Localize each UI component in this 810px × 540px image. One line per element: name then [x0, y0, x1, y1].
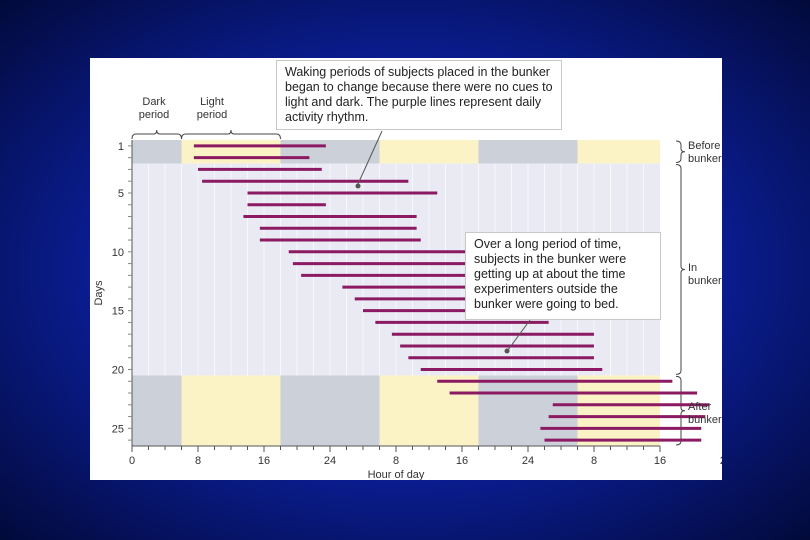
y-tick-label: 20 — [112, 365, 124, 377]
x-axis-title: Hour of day — [368, 469, 425, 480]
phase-label-in: In bunker — [688, 262, 722, 287]
light-period-brace — [181, 129, 281, 140]
x-tick-label: 24 — [720, 455, 722, 467]
light-period-before — [181, 140, 281, 164]
x-tick-label: 24 — [324, 455, 336, 467]
x-tick-label: 16 — [456, 455, 468, 467]
dark-period-brace — [131, 129, 182, 140]
annotation-top: Waking periods of subjects placed in the… — [276, 60, 562, 130]
dark-period-after — [280, 375, 380, 446]
light-period-header: Light period — [196, 96, 228, 121]
phase-label-before: Before bunker — [688, 140, 722, 165]
y-tick-label: 5 — [118, 188, 124, 200]
dark-period-after — [478, 375, 578, 446]
callout-mid-pointer — [507, 319, 531, 351]
light-period-after — [181, 375, 281, 446]
y-axis-title: Days — [93, 280, 105, 306]
annotation-mid: Over a long period of time, subjects in … — [465, 232, 661, 320]
dark-period-before — [132, 140, 182, 164]
dark-period-after — [132, 375, 182, 446]
callout-top-pointer — [357, 130, 383, 185]
light-period-before — [379, 140, 479, 164]
x-tick-label: 8 — [591, 455, 597, 467]
phase-brace-before — [675, 140, 686, 164]
dark-period-header: Dark period — [138, 96, 170, 121]
y-tick-label: 1 — [118, 141, 124, 153]
phase-label-after: After bunker — [688, 401, 722, 426]
y-tick-label: 10 — [112, 247, 124, 259]
dark-period-before — [478, 140, 578, 164]
x-tick-label: 8 — [393, 455, 399, 467]
callout-top-pointer-dot — [355, 183, 361, 189]
figure-slide: 081624816248162481510152025Hour of dayDa… — [90, 58, 722, 480]
x-tick-label: 24 — [522, 455, 534, 467]
phase-brace-in — [675, 164, 686, 375]
y-tick-label: 15 — [112, 306, 124, 318]
light-period-after — [379, 375, 479, 446]
dark-period-before — [280, 140, 380, 164]
x-tick-label: 8 — [195, 455, 201, 467]
phase-brace-after — [675, 375, 686, 446]
x-tick-label: 16 — [654, 455, 666, 467]
light-period-after — [577, 375, 660, 446]
y-tick-label: 25 — [112, 423, 124, 435]
light-period-before — [577, 140, 660, 164]
x-tick-label: 0 — [129, 455, 135, 467]
x-tick-label: 16 — [258, 455, 270, 467]
callout-mid-pointer-dot — [504, 348, 510, 354]
